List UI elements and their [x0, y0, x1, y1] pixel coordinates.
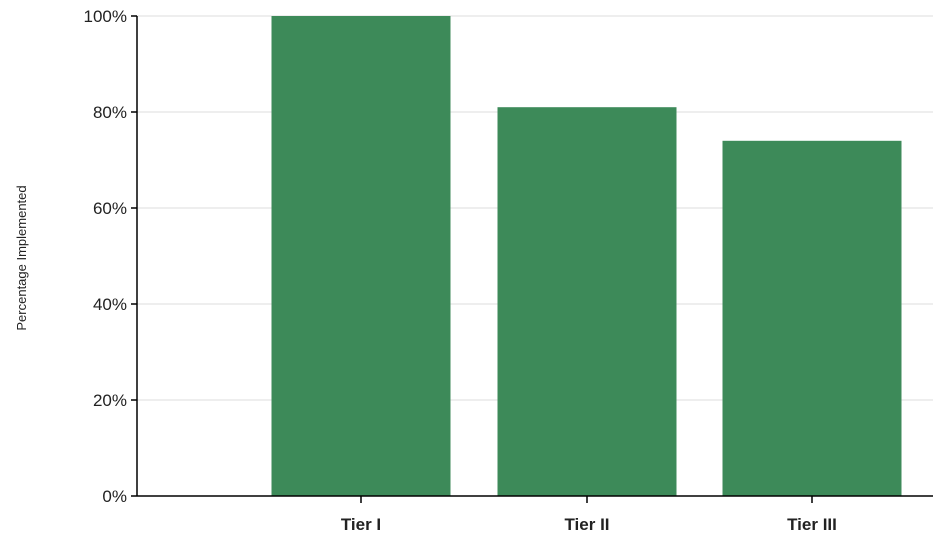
x-axis-ticks: Tier I Tier II Tier III	[341, 496, 837, 534]
x-tick-label: Tier III	[787, 515, 837, 534]
axes	[136, 16, 933, 497]
y-axis-ticks: 0% 20% 40% 60% 80% 100%	[84, 7, 137, 506]
y-tick-label: 20%	[93, 391, 127, 410]
y-tick-label: 80%	[93, 103, 127, 122]
y-tick-label: 60%	[93, 199, 127, 218]
bar-tier-iii	[722, 140, 902, 497]
bar-tier-ii	[497, 107, 677, 496]
y-tick-label: 0%	[102, 487, 127, 506]
y-tick-label: 100%	[84, 7, 127, 26]
x-tick-label: Tier II	[564, 515, 609, 534]
bar-tier-i	[271, 16, 451, 496]
y-tick-label: 40%	[93, 295, 127, 314]
y-axis-title: Percentage Implemented	[14, 185, 29, 330]
x-tick-label: Tier I	[341, 515, 381, 534]
bars	[271, 16, 902, 497]
